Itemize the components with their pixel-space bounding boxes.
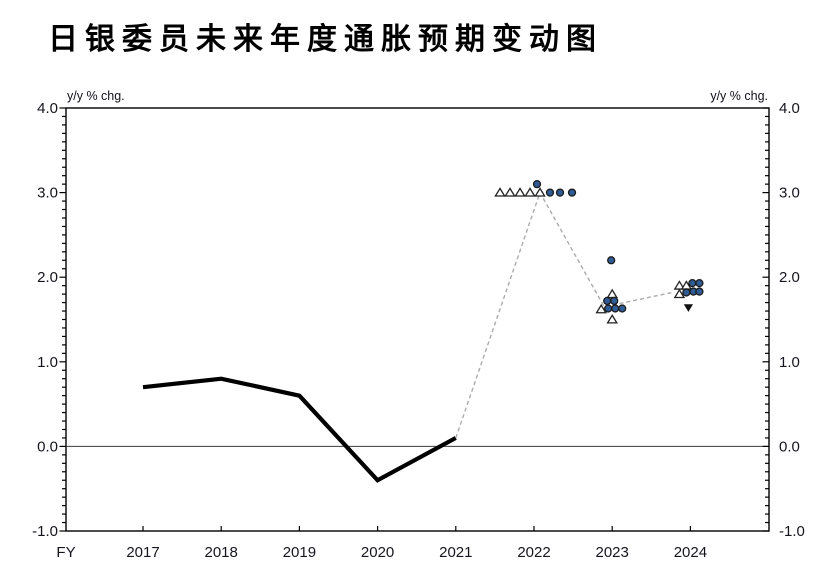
forecast-dashed-line-group	[455, 190, 673, 439]
forecast-triangle-icon	[606, 288, 618, 299]
y-tick-label-left: 0.0	[37, 438, 58, 455]
forecast-triangle-icon	[595, 303, 607, 314]
forecast-triangle-icon	[504, 187, 516, 197]
y-tick-label-left: 1.0	[37, 354, 58, 371]
y-axis-unit-label-left: y/y % chg.	[67, 89, 125, 103]
fy-label: FY	[56, 544, 75, 561]
x-axis-labels: FY 2017 2018 2019 2020 2021 2022 2023 2024	[56, 544, 707, 561]
forecast-triangle-icon	[534, 187, 546, 197]
y-tick-label-right: 3.0	[779, 185, 800, 202]
actual-inflation-line	[142, 376, 457, 483]
chart-title: 日银委员未来年度通胀预期变动图	[48, 22, 603, 57]
forecast-dot-icon	[610, 296, 619, 306]
y-axis-ticks-left	[59, 107, 66, 532]
x-tick-label: 2022	[517, 544, 550, 561]
x-tick-label: 2018	[205, 544, 238, 561]
y-tick-label-right: 1.0	[779, 354, 800, 371]
forecast-dot-icon	[555, 188, 565, 197]
forecast-dot-icon	[545, 188, 555, 197]
forecast-dot-icon	[695, 278, 704, 288]
forecast-dot-icon	[688, 278, 697, 288]
forecast-triangle-icon	[524, 187, 536, 197]
forecast-triangle-icon	[606, 314, 618, 324]
plot-border	[65, 107, 770, 532]
forecast-triangle-icon	[673, 288, 686, 299]
y-tick-label-left: 3.0	[37, 185, 58, 202]
y-tick-label-left: 2.0	[37, 269, 58, 286]
x-tick-label: 2021	[439, 544, 472, 561]
y-axis-labels-right: 4.0 3.0 2.0 1.0 0.0 -1.0	[779, 100, 805, 540]
y-tick-label-right: -1.0	[779, 523, 805, 540]
forecast-dashed-line	[455, 190, 673, 439]
forecast-markers	[494, 179, 704, 324]
y-tick-label-left: 4.0	[37, 100, 58, 117]
forecast-dot-icon	[607, 256, 616, 265]
actual-inflation-line-group	[142, 376, 457, 483]
y-axis-labels-left: 4.0 3.0 2.0 1.0 0.0 -1.0	[32, 100, 58, 540]
forecast-triangle-down-icon	[683, 304, 693, 312]
y-tick-label-right: 4.0	[779, 100, 800, 117]
y-tick-label-left: -1.0	[32, 523, 58, 540]
forecast-dot-icon	[532, 179, 542, 189]
forecast-dot-icon	[603, 296, 612, 306]
x-tick-label: 2017	[126, 544, 159, 561]
x-tick-label: 2023	[596, 544, 629, 561]
forecast-triangle-icon	[494, 187, 506, 197]
forecast-dot-icon	[682, 288, 691, 297]
y-axis-ticks-right	[762, 107, 769, 532]
forecast-dot-icon	[695, 287, 704, 296]
forecast-dot-icon	[611, 304, 620, 313]
x-axis-ticks	[142, 526, 692, 531]
forecast-dot-icon	[567, 188, 577, 197]
x-tick-label: 2020	[361, 544, 394, 561]
y-tick-label-right: 0.0	[779, 438, 800, 455]
forecast-triangle-icon	[514, 187, 526, 197]
forecast-dot-icon	[618, 304, 627, 313]
x-tick-label: 2019	[283, 544, 316, 561]
x-tick-label: 2024	[674, 544, 707, 561]
y-axis-unit-label-right: y/y % chg.	[710, 89, 768, 103]
y-tick-label-right: 2.0	[779, 269, 800, 286]
forecast-dot-icon	[604, 304, 613, 313]
